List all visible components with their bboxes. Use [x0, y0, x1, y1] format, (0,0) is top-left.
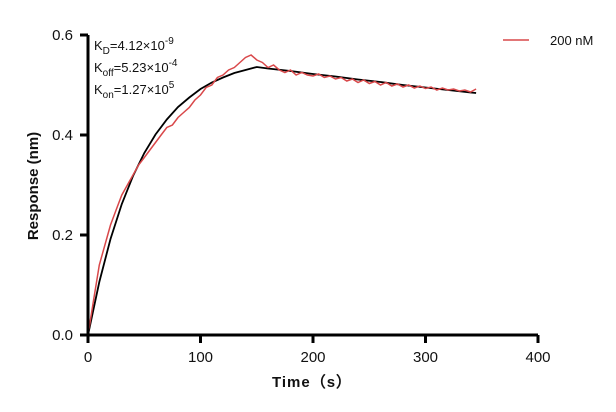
annotation-kon: Kon=1.27×105 [94, 80, 175, 101]
annotation-koff: Koff=5.23×10-4 [94, 58, 178, 79]
x-tick-label: 200 [300, 349, 325, 366]
fit-curve-line [87, 66, 477, 336]
x-axis-title: Time（s） [272, 373, 352, 391]
x-tick-label: 400 [525, 349, 550, 366]
series-layer [87, 54, 477, 336]
legend-label: 200 nM [550, 33, 593, 48]
series-200nm-line [87, 54, 477, 336]
x-tick-label: 100 [188, 349, 213, 366]
y-tick-label: 0.6 [52, 27, 73, 44]
annotation-kD: KD=4.12×10-9 [94, 36, 174, 57]
x-tick-label: 0 [84, 349, 92, 366]
x-tick-label: 300 [413, 349, 438, 366]
y-axis-title: Response (nm) [25, 132, 42, 240]
legend: 200 nM [503, 33, 593, 48]
y-tick-label: 0.2 [52, 227, 73, 244]
ticks: 0 100 200 300 400 0.0 0.2 0.4 0.6 [52, 27, 550, 366]
y-tick-label: 0.4 [52, 127, 73, 144]
y-tick-label: 0.0 [52, 327, 73, 344]
